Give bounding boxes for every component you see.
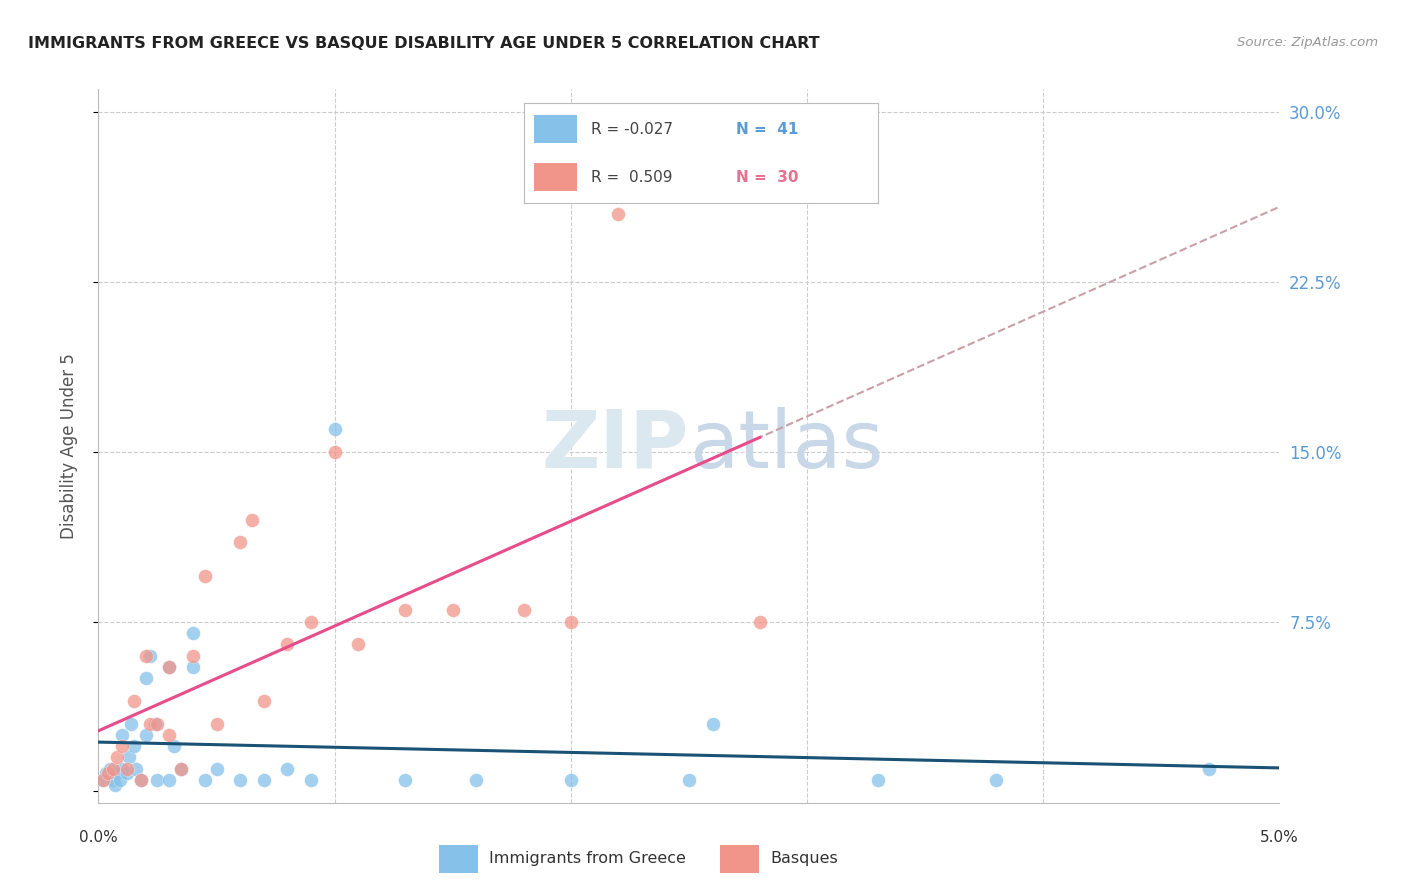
Point	[194, 773, 217, 788]
Point	[394, 773, 416, 788]
Point	[702, 716, 724, 731]
Point	[111, 728, 134, 742]
Point	[253, 694, 276, 708]
Text: ZIP: ZIP	[541, 407, 689, 485]
Point	[607, 207, 630, 221]
Point	[121, 716, 143, 731]
Point	[678, 773, 700, 788]
Point	[122, 739, 145, 754]
Bar	[439, 845, 478, 872]
Point	[129, 773, 152, 788]
Point	[108, 773, 131, 788]
Point	[347, 637, 370, 651]
Bar	[720, 845, 759, 872]
Text: 0.0%: 0.0%	[79, 830, 118, 845]
Point	[135, 728, 157, 742]
Point	[465, 773, 488, 788]
Point	[157, 728, 180, 742]
Point	[91, 773, 114, 788]
Point	[146, 716, 169, 731]
Point	[229, 773, 252, 788]
Point	[135, 671, 157, 685]
Text: IMMIGRANTS FROM GREECE VS BASQUE DISABILITY AGE UNDER 5 CORRELATION CHART: IMMIGRANTS FROM GREECE VS BASQUE DISABIL…	[28, 36, 820, 51]
Point	[253, 773, 276, 788]
Point	[276, 762, 298, 776]
Point	[394, 603, 416, 617]
Point	[122, 694, 145, 708]
Point	[170, 762, 193, 776]
Point	[104, 778, 127, 792]
Point	[94, 766, 117, 780]
Text: Source: ZipAtlas.com: Source: ZipAtlas.com	[1237, 36, 1378, 49]
Point	[276, 637, 298, 651]
Point	[139, 716, 162, 731]
Point	[129, 773, 152, 788]
Point	[105, 766, 128, 780]
Point	[115, 766, 138, 780]
Point	[101, 762, 124, 776]
Point	[984, 773, 1007, 788]
Point	[170, 762, 193, 776]
Point	[181, 626, 204, 640]
Point	[205, 716, 228, 731]
Point	[111, 739, 134, 754]
Point	[125, 762, 148, 776]
Point	[181, 648, 204, 663]
Point	[157, 660, 180, 674]
Point	[748, 615, 770, 629]
Text: Basques: Basques	[770, 851, 838, 866]
Point	[299, 615, 322, 629]
Point	[97, 766, 120, 780]
Point	[194, 569, 217, 583]
Point	[323, 444, 346, 458]
Point	[115, 762, 138, 776]
Point	[560, 615, 582, 629]
Point	[111, 762, 134, 776]
Point	[139, 648, 162, 663]
Point	[105, 750, 128, 764]
Point	[98, 762, 121, 776]
Point	[441, 603, 464, 617]
Point	[205, 762, 228, 776]
Text: Immigrants from Greece: Immigrants from Greece	[489, 851, 686, 866]
Point	[866, 773, 889, 788]
Point	[163, 739, 186, 754]
Point	[181, 660, 204, 674]
Point	[91, 773, 114, 788]
Point	[240, 513, 263, 527]
Point	[157, 773, 180, 788]
Point	[135, 648, 157, 663]
Text: atlas: atlas	[689, 407, 883, 485]
Point	[143, 716, 166, 731]
Point	[229, 535, 252, 549]
Point	[118, 750, 141, 764]
Point	[101, 773, 124, 788]
Point	[512, 603, 534, 617]
Point	[323, 422, 346, 436]
Point	[157, 660, 180, 674]
Y-axis label: Disability Age Under 5: Disability Age Under 5	[59, 353, 77, 539]
Point	[299, 773, 322, 788]
Point	[1198, 762, 1220, 776]
Point	[560, 773, 582, 788]
Point	[146, 773, 169, 788]
Text: 5.0%: 5.0%	[1260, 830, 1299, 845]
